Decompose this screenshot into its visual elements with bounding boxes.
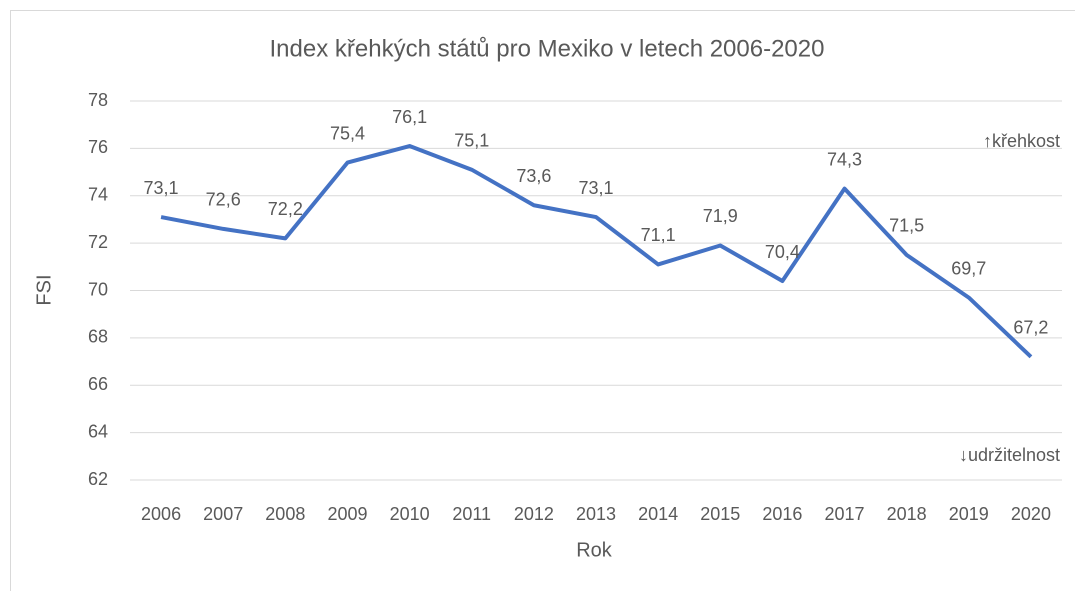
data-label: 67,2 [1013, 318, 1048, 338]
line [160, 144, 1033, 359]
data-label: 74,3 [827, 149, 862, 169]
data-label: 71,9 [703, 206, 738, 226]
y-tick-label: 70 [88, 279, 108, 299]
data-label: 76,1 [392, 107, 427, 127]
y-tick-label: 74 [88, 185, 108, 205]
x-tick-label: 2008 [265, 504, 305, 524]
data-label: 75,4 [330, 123, 365, 143]
annotation: ↓udržitelnost [959, 445, 1060, 465]
x-tick-label: 2011 [452, 504, 491, 524]
data-label: 72,2 [268, 199, 303, 219]
y-tick-label: 68 [88, 327, 108, 347]
x-tick-label: 2009 [327, 504, 367, 524]
y-tick-label: 76 [88, 137, 108, 157]
y-tick-label: 64 [88, 421, 108, 441]
x-tick-label: 2010 [390, 504, 430, 524]
x-tick-label: 2013 [576, 504, 616, 524]
x-tick-label: 2006 [141, 504, 181, 524]
x-tick-label: 2019 [949, 504, 989, 524]
y-tick-label: 66 [88, 374, 108, 394]
chart-frame [10, 10, 1075, 591]
data-label: 73,1 [144, 178, 179, 198]
data-label: 71,5 [889, 216, 924, 236]
data-label: 72,6 [206, 190, 241, 210]
data-label: 71,1 [641, 225, 676, 245]
data-label: 73,1 [578, 178, 613, 198]
y-tick-label: 78 [88, 90, 108, 110]
x-axis-label: Rok [576, 539, 613, 561]
data-label: 70,4 [765, 242, 800, 262]
x-tick-label: 2017 [825, 504, 865, 524]
x-tick-label: 2007 [203, 504, 243, 524]
chart-title: Index křehkých států pro Mexiko v letech… [270, 35, 825, 62]
y-axis-label: FSI [33, 274, 55, 305]
x-tick-label: 2020 [1011, 504, 1051, 524]
y-tick-label: 62 [88, 469, 108, 489]
x-tick-label: 2012 [514, 504, 554, 524]
y-tick-label: 72 [88, 232, 108, 252]
x-tick-label: 2016 [762, 504, 802, 524]
x-tick-label: 2014 [638, 504, 678, 524]
data-label: 69,7 [951, 258, 986, 278]
x-tick-label: 2018 [887, 504, 927, 524]
annotation: ↑křehkost [983, 131, 1060, 151]
data-label: 73,6 [516, 166, 551, 186]
data-label: 75,1 [454, 130, 489, 150]
x-tick-label: 2015 [700, 504, 740, 524]
